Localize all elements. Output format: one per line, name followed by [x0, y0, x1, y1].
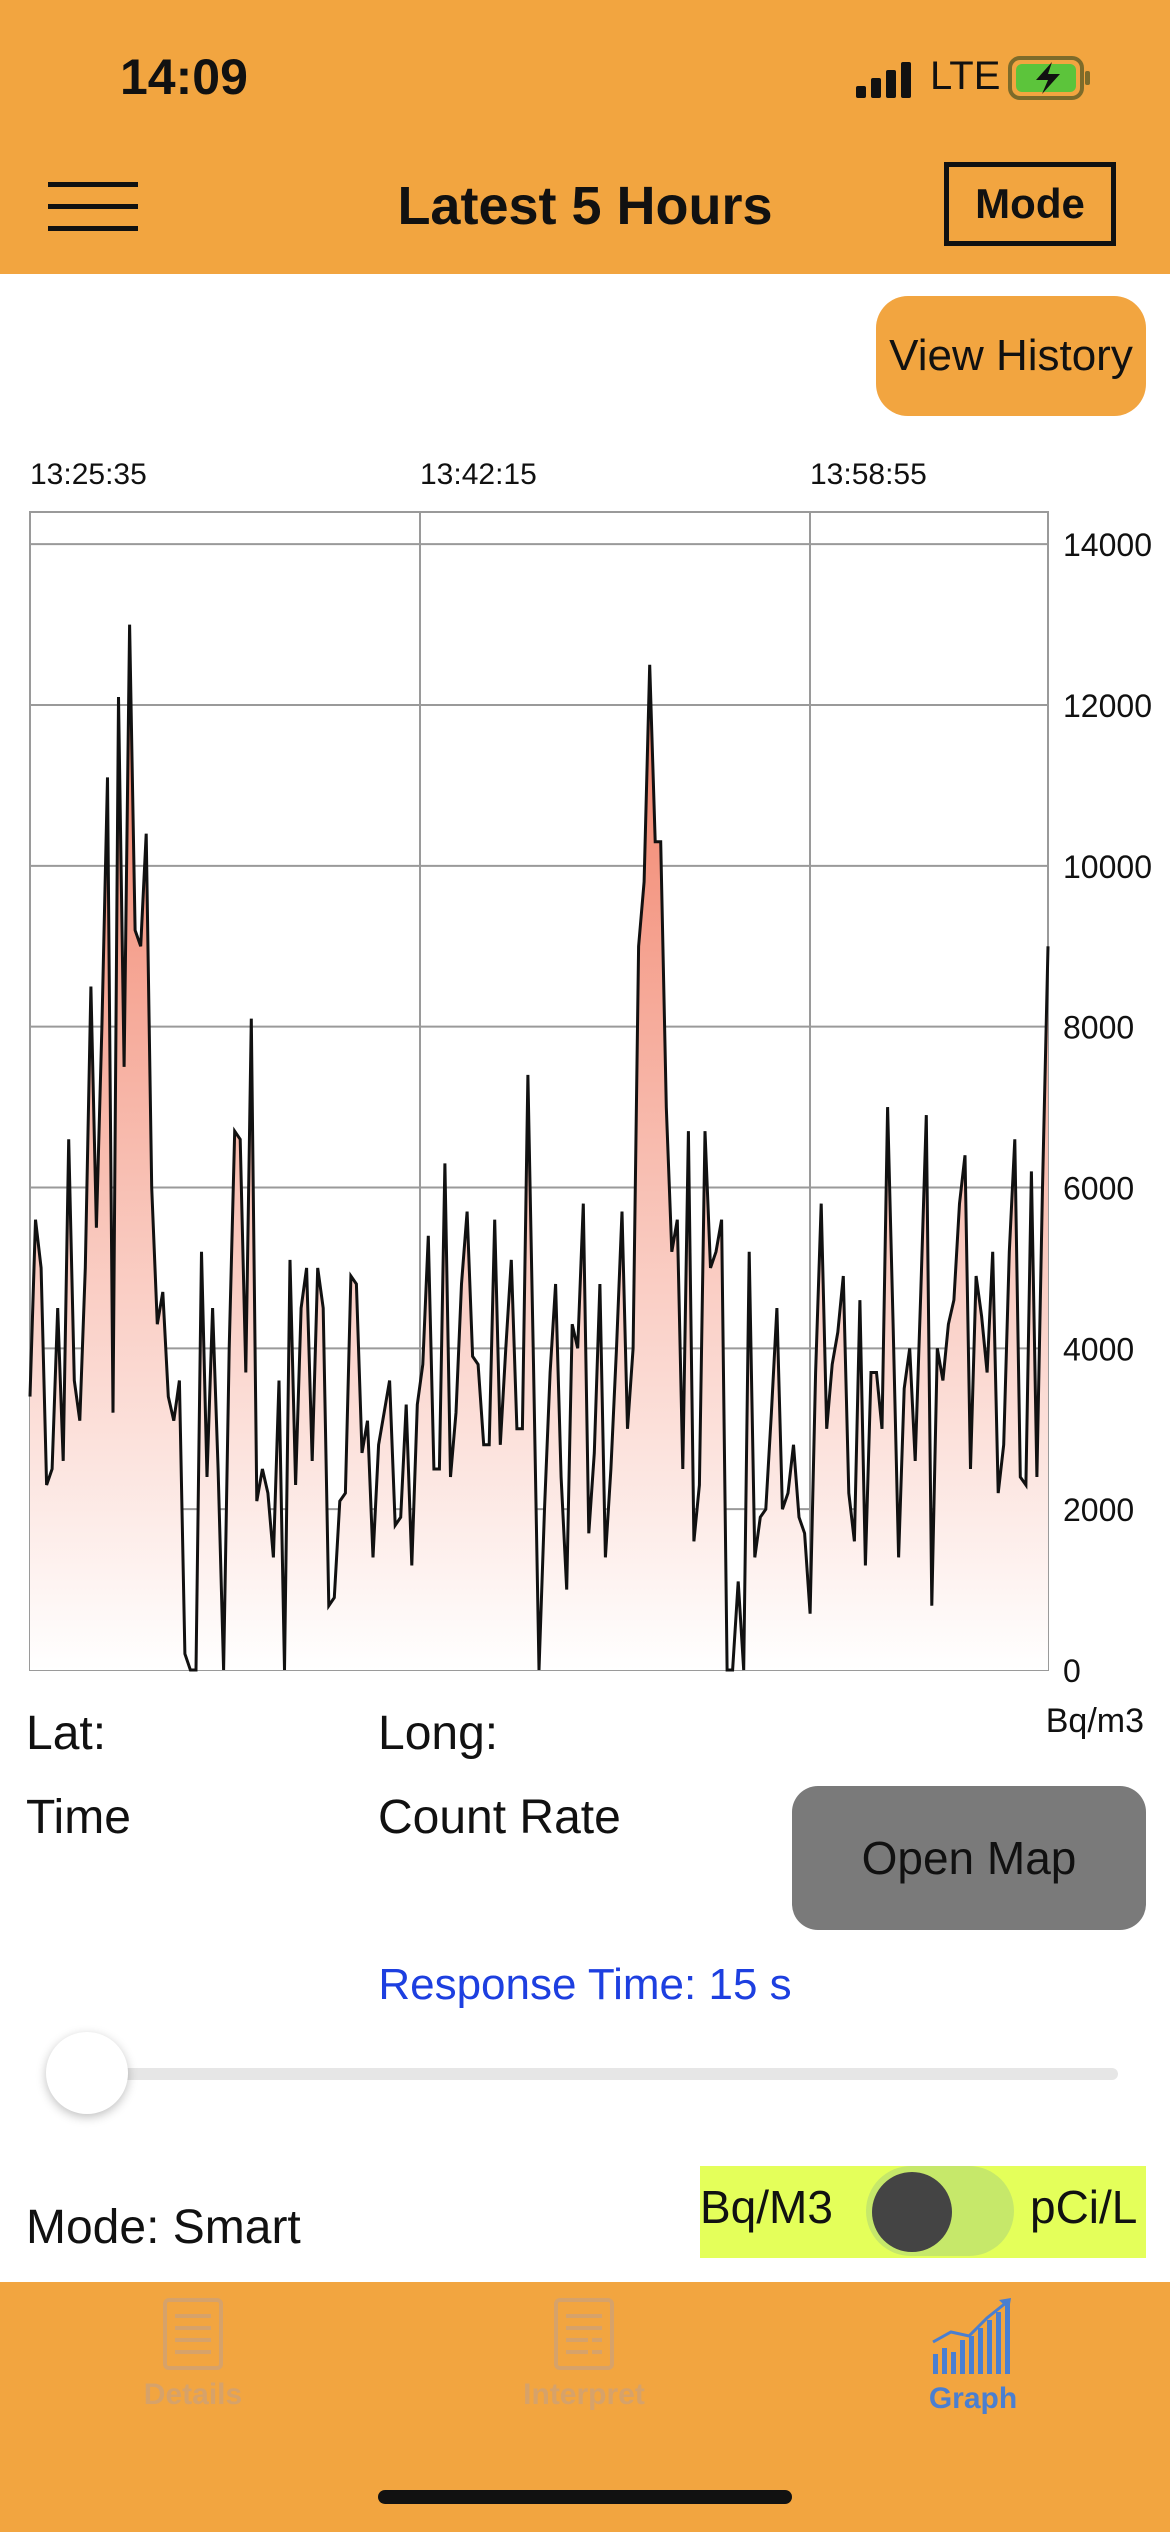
battery-charging-icon — [1008, 56, 1090, 100]
x-tick-label: 13:25:35 — [30, 458, 147, 491]
open-map-button[interactable]: Open Map — [792, 1786, 1146, 1930]
unit-toggle-thumb[interactable] — [872, 2172, 952, 2252]
document-list-icon — [163, 2298, 223, 2370]
home-indicator — [378, 2490, 792, 2504]
lat-label: Lat: — [26, 1707, 107, 1760]
status-bar: 14:09 LTE — [0, 0, 1170, 150]
x-tick-label: 13:42:15 — [420, 458, 537, 491]
status-time: 14:09 — [120, 49, 248, 105]
y-tick-label: 2000 — [1063, 1492, 1134, 1528]
y-tick-label: 4000 — [1063, 1331, 1134, 1367]
chart-series-line — [28, 624, 1050, 1672]
chart-area-fill — [30, 624, 1048, 1670]
view-history-button[interactable]: View History — [876, 296, 1146, 416]
hamburger-menu-icon[interactable] — [48, 180, 140, 234]
bar-graph-icon — [932, 2298, 1011, 2374]
mode-button[interactable]: Mode — [944, 162, 1116, 246]
response-time-label: Response Time: 15 s — [378, 1960, 792, 2009]
y-tick-label: 10000 — [1063, 849, 1152, 885]
tab-interpret[interactable]: Interpret — [484, 2296, 684, 2412]
y-tick-label: 12000 — [1063, 688, 1152, 724]
unit-left-label: Bq/M3 — [700, 2181, 833, 2233]
signal-icon — [856, 62, 911, 98]
tab-graph-label: Graph — [928, 2382, 1018, 2415]
tab-graph[interactable]: Graph — [873, 2296, 1073, 2416]
radon-chart: 13:25:35 13:42:15 13:58:55 14000 12000 10000… — [28, 458, 1152, 1740]
y-axis-unit-label: Bq/m3 — [1046, 1702, 1144, 1740]
tab-details-label: Details — [143, 2378, 243, 2411]
x-tick-label: 13:58:55 — [810, 458, 927, 491]
unit-right-label: pCi/L — [1030, 2181, 1138, 2233]
tab-details[interactable]: Details — [93, 2296, 293, 2412]
navigation-bar — [0, 150, 1170, 274]
response-time-slider-thumb[interactable] — [46, 2032, 128, 2114]
tab-interpret-label: Interpret — [523, 2378, 645, 2411]
response-time-slider-track[interactable] — [68, 2068, 1118, 2080]
y-tick-label: 8000 — [1063, 1010, 1134, 1046]
long-label: Long: — [378, 1707, 499, 1760]
time-label: Time — [26, 1791, 131, 1844]
mode-status: Mode: Smart — [26, 2201, 301, 2254]
y-tick-label: 6000 — [1063, 1171, 1134, 1207]
count-rate-label: Count Rate — [378, 1791, 621, 1844]
y-tick-label: 0 — [1063, 1653, 1081, 1689]
document-lines-icon — [554, 2298, 614, 2370]
page-title: Latest 5 Hours — [397, 176, 773, 236]
network-type: LTE — [930, 54, 1001, 98]
y-tick-label: 14000 — [1063, 527, 1152, 563]
